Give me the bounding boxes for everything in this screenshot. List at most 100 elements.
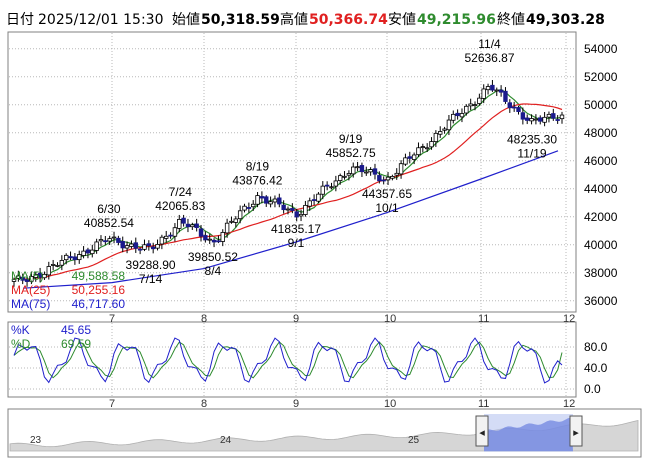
close-label: 終値 <box>497 12 525 28</box>
stochastic-month-label: 10 <box>384 398 396 410</box>
annotation-date: 8/4 <box>205 264 222 278</box>
navigator-left-handle[interactable] <box>475 415 489 447</box>
price-tick-label: 54000 <box>584 42 618 56</box>
candle-body <box>481 88 486 99</box>
annotation-value: 45852.75 <box>326 146 376 160</box>
price-tick-label: 36000 <box>584 294 618 308</box>
candle-body <box>442 128 447 131</box>
candle-body <box>477 97 482 104</box>
candlestick-series <box>11 79 565 287</box>
annotation-date: 10/1 <box>375 201 399 215</box>
candle-body <box>394 172 399 176</box>
candle-body <box>507 102 513 109</box>
stochastic-month-label: 9 <box>293 398 299 410</box>
annotation-date: 11/19 <box>517 147 546 161</box>
candle-body <box>124 245 130 249</box>
candle-body <box>155 244 160 249</box>
annotation-value: 43876.42 <box>232 174 282 188</box>
candle-body <box>85 249 91 254</box>
candle-body <box>503 90 508 102</box>
candle-body <box>103 240 108 243</box>
candle-body <box>268 201 273 205</box>
candle-body <box>264 196 269 204</box>
candle-body <box>172 227 178 237</box>
candle-body <box>385 176 391 181</box>
navigator-year-label: 25 <box>408 435 420 446</box>
candle-body <box>411 154 417 160</box>
price-month-label: 11 <box>478 313 489 325</box>
stochastic-legend-value: 45.65 <box>61 323 91 337</box>
candle-body <box>464 105 469 114</box>
candle-body <box>416 147 421 156</box>
candle-body <box>520 112 526 120</box>
annotation-value: 39288.90 <box>126 258 176 272</box>
low-label: 安値 <box>388 12 416 28</box>
annotation-value: 41835.17 <box>271 222 321 236</box>
ma-legend-value: 46,717.60 <box>72 297 126 311</box>
candle-body <box>372 168 378 175</box>
candle-body <box>203 235 208 241</box>
candle-body <box>55 265 60 267</box>
candle-body <box>355 166 360 169</box>
candle-body <box>194 223 199 228</box>
annotation-value: 48235.30 <box>507 133 557 147</box>
candle-body <box>198 228 204 237</box>
candle-body <box>59 260 65 266</box>
annotation-date: 6/30 <box>97 202 121 216</box>
stochastic-panel <box>7 321 577 398</box>
candle-body <box>498 89 504 93</box>
candle-body <box>207 238 212 241</box>
candle-body <box>485 86 491 91</box>
candle-body <box>142 244 147 250</box>
annotation-value: 40852.54 <box>84 216 134 230</box>
annotation-date: 7/24 <box>169 185 193 199</box>
candle-body <box>551 113 556 119</box>
candle-body <box>424 147 430 150</box>
date-value: 2025/12/01 15:30 <box>38 12 164 28</box>
navigator-right-handle[interactable] <box>569 415 583 447</box>
navigator-left-handle-icon: ◂ <box>479 427 485 439</box>
candle-body <box>68 256 73 259</box>
stochastic-month-label: 11 <box>478 398 489 410</box>
stochastic-d-line <box>13 341 563 379</box>
close-value: 49,303.28 <box>526 12 605 28</box>
candle-body <box>107 238 112 242</box>
candle-body <box>133 242 138 249</box>
candle-body <box>324 184 330 187</box>
candle-body <box>298 213 304 217</box>
candle-body <box>111 236 117 239</box>
price-tick-label: 38000 <box>584 266 618 280</box>
candle-body <box>294 211 299 218</box>
navigator-year-label: 24 <box>220 435 232 446</box>
price-month-label: 10 <box>384 313 396 325</box>
navigator[interactable]: 23 24 25 ◂ ▸ <box>9 414 639 452</box>
candle-body <box>538 117 543 122</box>
candle-body <box>555 119 560 121</box>
candle-body <box>137 248 143 251</box>
candle-body <box>307 200 312 207</box>
candle-body <box>359 165 365 173</box>
price-month-axis: 7 8 9 10 11 12 <box>109 313 575 325</box>
candle-body <box>255 195 260 205</box>
candle-body <box>333 180 339 187</box>
open-value: 50,318.59 <box>201 12 280 28</box>
ma-legend-value: 50,255.16 <box>72 283 126 297</box>
candle-body <box>490 84 495 91</box>
candle-body <box>329 186 334 189</box>
candle-body <box>433 132 439 143</box>
candle-body <box>242 205 247 211</box>
candle-body <box>559 114 565 120</box>
candle-body <box>316 193 321 202</box>
price-tick-label: 50000 <box>584 98 618 112</box>
price-tick-label: 40000 <box>584 238 618 252</box>
candle-body <box>542 116 547 123</box>
candle-body <box>438 131 443 135</box>
price-tick-label: 42000 <box>584 210 618 224</box>
stochastic-month-label: 8 <box>201 398 207 410</box>
price-month-label: 8 <box>201 313 207 325</box>
candle-body <box>381 179 386 182</box>
candle-body <box>516 107 521 112</box>
candle-body <box>42 273 47 279</box>
